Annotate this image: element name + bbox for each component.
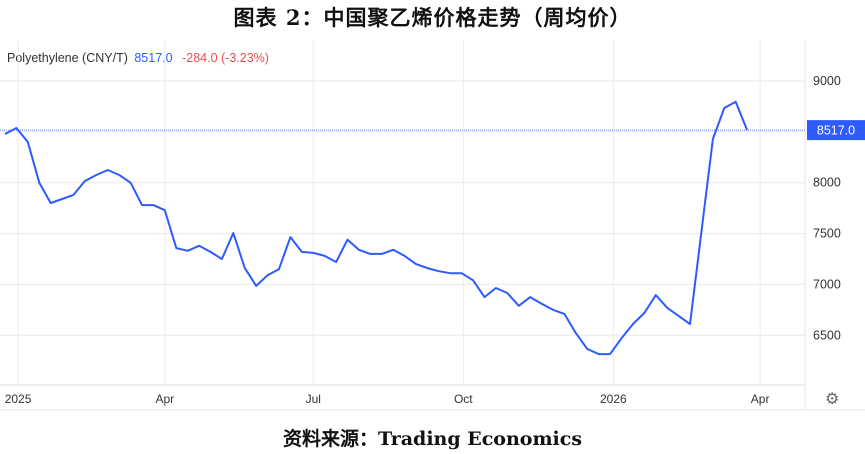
legend: Polyethylene (CNY/T) 8517.0 -284.0 (-3.2…: [7, 51, 269, 65]
y-tick-label: 7000: [813, 277, 841, 291]
x-tick-label: Apr: [155, 392, 174, 406]
legend-change: -284.0 (-3.23%): [182, 51, 269, 65]
last-value-badge: [807, 120, 865, 141]
legend-value: 8517.0: [134, 51, 173, 65]
source-note: 资料来源：Trading Economics: [282, 428, 583, 450]
series-line: [4, 100, 749, 356]
chart-title: 图表 2：中国聚乙烯价格走势（周均价）: [233, 5, 632, 30]
y-tick-label: 9000: [813, 74, 841, 88]
x-tick-label: 2026: [600, 392, 627, 406]
x-tick-label: Oct: [454, 392, 473, 406]
y-tick-label: 8000: [813, 176, 841, 190]
x-tick-label: Apr: [751, 392, 770, 406]
gear-icon[interactable]: ⚙: [825, 391, 840, 408]
y-tick-label: 7500: [813, 227, 841, 241]
legend-series-name: Polyethylene (CNY/T): [7, 51, 128, 65]
x-tick-label: Jul: [306, 392, 321, 406]
x-tick-label: 2025: [5, 392, 32, 406]
y-tick-label: 6500: [813, 328, 841, 342]
last-value-label: 8517.0: [817, 124, 855, 138]
